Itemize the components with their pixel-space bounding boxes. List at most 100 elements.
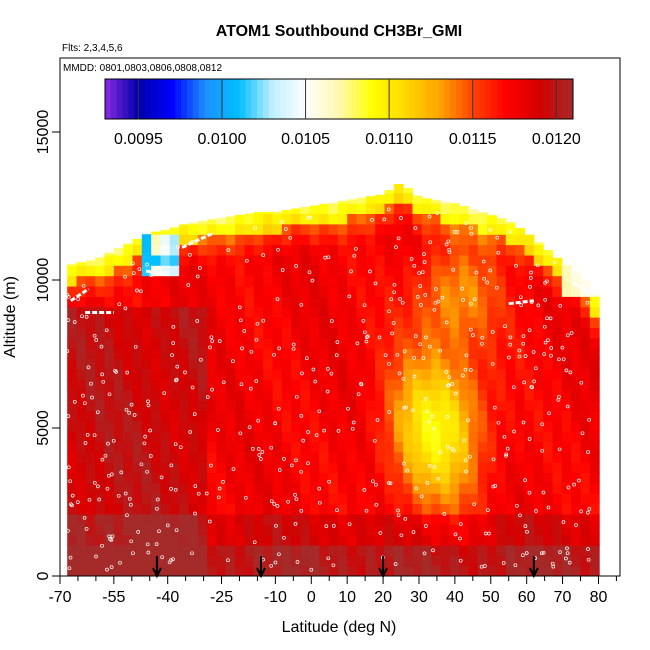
heatmap-cell <box>123 317 134 328</box>
heatmap-cells <box>67 184 600 576</box>
heatmap-cell <box>449 234 460 246</box>
heatmap-cell <box>235 389 246 401</box>
heatmap-cell <box>571 503 582 515</box>
heatmap-cell <box>505 348 516 360</box>
heatmap-cell <box>225 410 236 422</box>
heatmap-cell <box>197 555 208 567</box>
heatmap-cell <box>188 472 199 484</box>
heatmap-cell <box>67 399 78 411</box>
track-point <box>196 491 201 496</box>
heatmap-cell <box>431 379 442 391</box>
heatmap-cell <box>515 275 526 287</box>
heatmap-cell <box>552 358 563 370</box>
heatmap-cell <box>85 275 96 287</box>
track-point <box>105 567 109 572</box>
heatmap-cell <box>561 462 572 473</box>
heatmap-cell <box>412 275 423 287</box>
track-point <box>72 399 77 404</box>
heatmap-cell <box>328 379 339 391</box>
track-point <box>173 442 178 447</box>
track-point <box>244 258 249 263</box>
heatmap-cell <box>207 223 218 235</box>
heatmap-cell <box>571 358 582 370</box>
heatmap-cell <box>496 524 507 536</box>
heatmap-cell <box>431 399 442 411</box>
heatmap-cell <box>533 431 544 442</box>
heatmap-cell <box>309 296 320 308</box>
heatmap-cell <box>281 358 292 370</box>
heatmap-cell <box>113 399 124 411</box>
heatmap-cell <box>468 399 479 411</box>
heatmap-cell <box>160 296 171 308</box>
heatmap-cell <box>300 244 311 256</box>
track-point <box>83 441 88 445</box>
track-point <box>277 552 281 557</box>
heatmap-cell <box>291 534 302 546</box>
heatmap-cell <box>375 379 386 391</box>
heatmap-cell <box>281 420 292 432</box>
heatmap-cell <box>393 451 404 463</box>
heatmap-cell <box>300 389 311 401</box>
heatmap-cell <box>85 327 96 339</box>
colorbar-segment <box>280 79 287 119</box>
heatmap-cell <box>384 410 395 422</box>
heatmap-cell <box>207 431 218 442</box>
heatmap-cell <box>151 420 162 432</box>
heatmap-cell <box>169 462 180 473</box>
heatmap-cell <box>244 306 255 318</box>
heatmap-cell <box>151 244 162 256</box>
heatmap-cell <box>197 534 208 546</box>
heatmap-cell <box>244 524 255 536</box>
track-point <box>431 548 435 553</box>
track-point <box>374 502 379 507</box>
heatmap-cell <box>571 555 582 567</box>
heatmap-cell <box>468 254 479 266</box>
heatmap-cell <box>160 451 171 463</box>
heatmap-cell <box>281 534 292 546</box>
heatmap-cell <box>477 493 488 505</box>
heatmap-cell <box>515 503 526 515</box>
heatmap-cell <box>151 493 162 505</box>
colorbar-segment <box>415 79 422 119</box>
track-point <box>192 412 197 416</box>
heatmap-cell <box>85 555 96 567</box>
heatmap-cell <box>123 358 134 370</box>
heatmap-cell <box>309 234 320 246</box>
track-point <box>474 270 479 275</box>
heatmap-cell <box>533 285 544 297</box>
heatmap-cell <box>580 358 591 370</box>
heatmap-cell <box>496 389 507 401</box>
heatmap-cell <box>337 565 348 576</box>
heatmap-cell <box>123 285 134 297</box>
heatmap-cell <box>468 420 479 432</box>
heatmap-cell <box>253 399 264 411</box>
heatmap-cell <box>216 420 227 432</box>
heatmap-cell <box>188 223 199 235</box>
heatmap-cell <box>188 524 199 536</box>
heatmap-cell <box>263 534 274 546</box>
heatmap-cell <box>123 337 134 349</box>
track-point <box>518 513 522 518</box>
x-tick-label: 60 <box>518 589 536 606</box>
heatmap-cell <box>384 265 395 277</box>
heatmap-cell <box>431 348 442 360</box>
heatmap-cell <box>337 203 348 214</box>
heatmap-cell <box>263 503 274 515</box>
heatmap-cell <box>449 399 460 411</box>
heatmap-cell <box>104 410 115 422</box>
heatmap-cell <box>235 327 246 339</box>
heatmap-cell <box>169 410 180 422</box>
heatmap-cell <box>440 368 451 380</box>
track-point <box>524 551 529 555</box>
heatmap-cell <box>253 462 264 473</box>
heatmap-cell <box>356 197 367 204</box>
heatmap-cell <box>235 493 246 505</box>
heatmap-cell <box>291 337 302 349</box>
track-point <box>99 344 104 349</box>
heatmap-cell <box>160 534 171 546</box>
heatmap-cell <box>533 254 544 266</box>
heatmap-cell <box>337 244 348 256</box>
heatmap-cell <box>300 327 311 339</box>
track-point <box>566 485 571 490</box>
track-point <box>491 484 496 489</box>
